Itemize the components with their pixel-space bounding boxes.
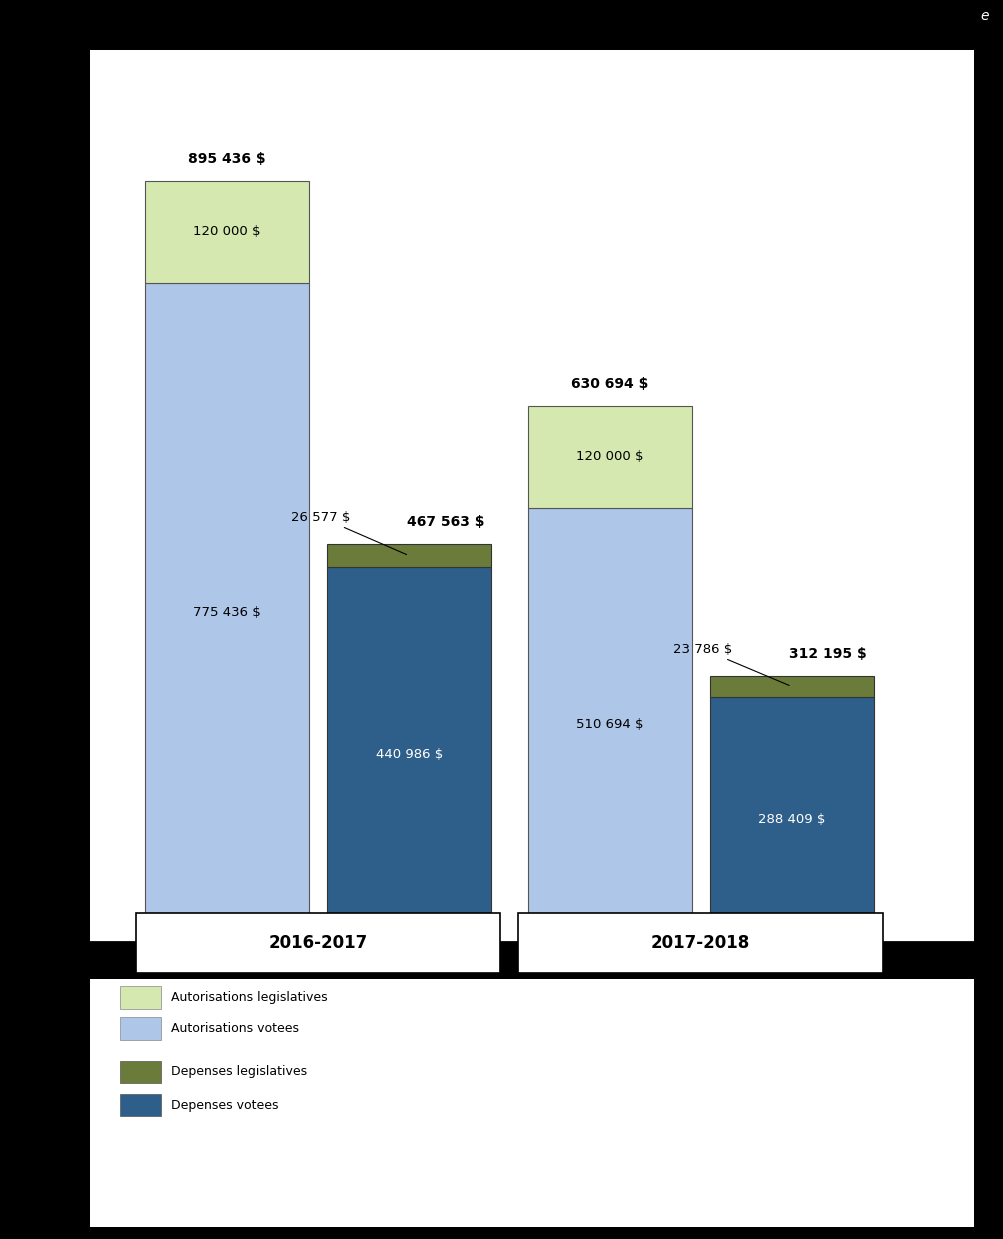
Text: 312 195 $: 312 195 $ <box>788 647 867 662</box>
Bar <box>709 696 873 942</box>
Text: 120 000 $: 120 000 $ <box>193 225 261 238</box>
Bar <box>527 406 691 508</box>
Bar <box>327 544 490 567</box>
Text: 895 436 $: 895 436 $ <box>188 151 266 166</box>
Text: 288 409 $: 288 409 $ <box>757 813 824 825</box>
Text: 26 577 $: 26 577 $ <box>291 510 406 555</box>
Text: 510 694 $: 510 694 $ <box>575 719 643 731</box>
Text: Autorisations legislatives: Autorisations legislatives <box>171 991 327 1004</box>
Bar <box>327 567 490 942</box>
Text: e: e <box>980 9 988 22</box>
Bar <box>709 676 873 696</box>
Text: 440 986 $: 440 986 $ <box>375 748 442 761</box>
Text: 2017-2018: 2017-2018 <box>650 934 749 952</box>
Bar <box>144 181 309 282</box>
Text: 630 694 $: 630 694 $ <box>571 377 648 390</box>
Text: 23 786 $: 23 786 $ <box>673 643 788 685</box>
Text: 467 563 $: 467 563 $ <box>406 515 483 529</box>
Text: Autorisations votees: Autorisations votees <box>171 1022 298 1035</box>
Text: Depenses legislatives: Depenses legislatives <box>171 1066 307 1078</box>
Text: 120 000 $: 120 000 $ <box>575 450 643 463</box>
Bar <box>527 508 691 942</box>
Text: Depenses votees: Depenses votees <box>171 1099 278 1111</box>
Text: 2016-2017: 2016-2017 <box>268 934 367 952</box>
Text: 775 436 $: 775 436 $ <box>193 606 261 618</box>
Bar <box>144 282 309 942</box>
